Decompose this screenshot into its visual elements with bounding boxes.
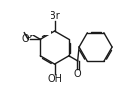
Text: O: O [25,30,32,40]
Text: O: O [22,34,29,44]
Text: OH: OH [47,74,62,84]
Text: O: O [21,20,28,30]
Bar [16,8,51,35]
Text: O: O [74,69,81,79]
Text: Br: Br [49,11,60,21]
